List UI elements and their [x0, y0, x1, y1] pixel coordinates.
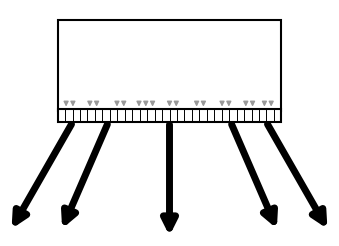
Bar: [58, 20, 281, 111]
Bar: [58, 109, 281, 122]
